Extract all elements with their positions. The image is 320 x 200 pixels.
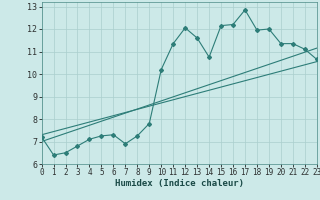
- X-axis label: Humidex (Indice chaleur): Humidex (Indice chaleur): [115, 179, 244, 188]
